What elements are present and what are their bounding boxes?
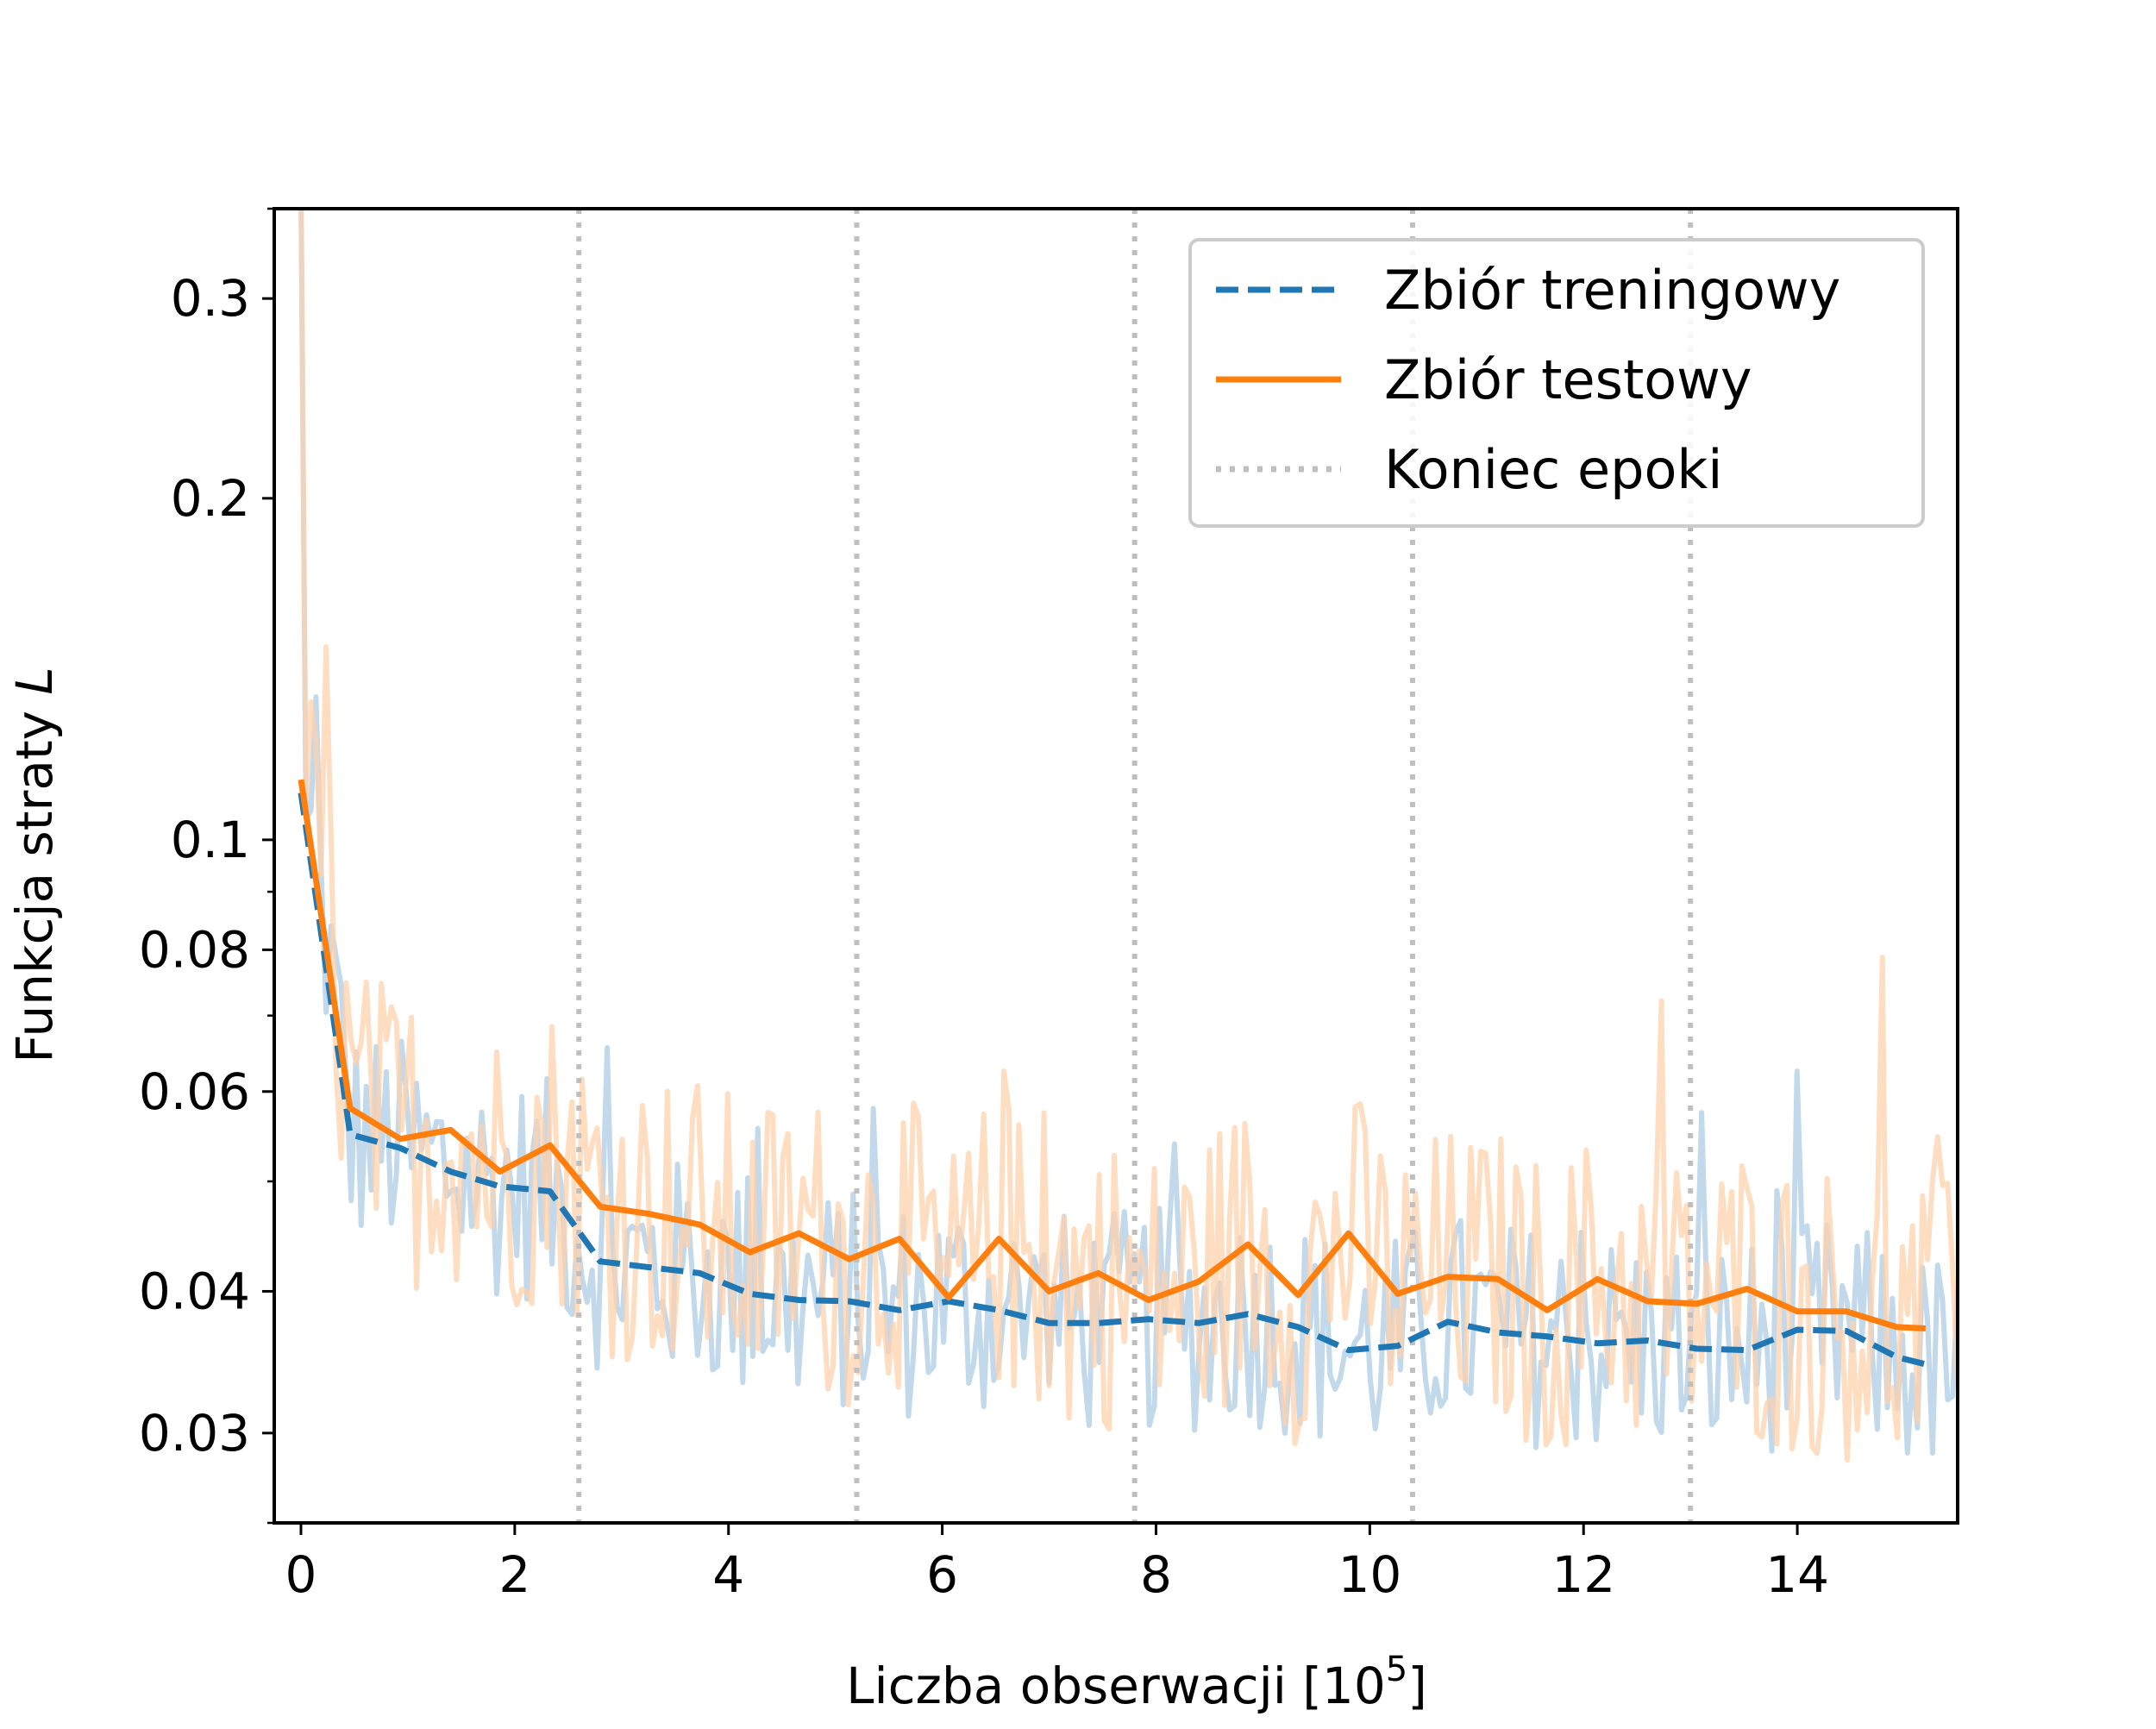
y-tick-label: 0.08 [139,920,250,979]
legend-label-epoch: Koniec epoki [1384,438,1723,501]
x-axis: 0 2 4 6 8 10 12 14 [285,1523,1829,1604]
y-axis-label: Funkcja straty L [5,667,64,1062]
series-lines [298,779,1927,1368]
y-tick-label: 0.1 [171,811,250,869]
series-line-test [298,779,1926,1331]
y-tick-label: 0.3 [171,269,250,328]
plot-frame [273,207,1959,1525]
legend-label-train: Zbiór treningowy [1384,259,1840,322]
x-axis-label-exponent: 5 [1386,1650,1407,1689]
x-tick-label: 4 [712,1545,744,1604]
x-tick-label: 10 [1338,1545,1401,1604]
y-axis: 0.03 0.04 0.06 0.08 0.1 0.2 0.3 [139,207,274,1525]
y-tick-label: 0.03 [139,1404,250,1463]
x-tick-label: 8 [1140,1545,1172,1604]
x-tick-label: 0 [285,1545,317,1604]
y-tick-label: 0.2 [171,469,250,528]
x-tick-label: 2 [498,1545,530,1604]
x-axis-label: Liczba obserwacji [105] [846,1650,1427,1715]
y-tick-label: 0.04 [139,1262,250,1320]
x-tick-label: 6 [926,1545,958,1604]
legend-label-test: Zbiór testowy [1384,348,1752,411]
legend: Zbiór treningowy Zbiór testowy Koniec ep… [1188,238,1925,528]
series-line-train [298,792,1927,1368]
x-tick-label: 14 [1765,1545,1829,1604]
x-tick-label: 12 [1551,1545,1615,1604]
y-tick-label: 0.06 [139,1062,250,1121]
legend-box [1188,238,1925,528]
